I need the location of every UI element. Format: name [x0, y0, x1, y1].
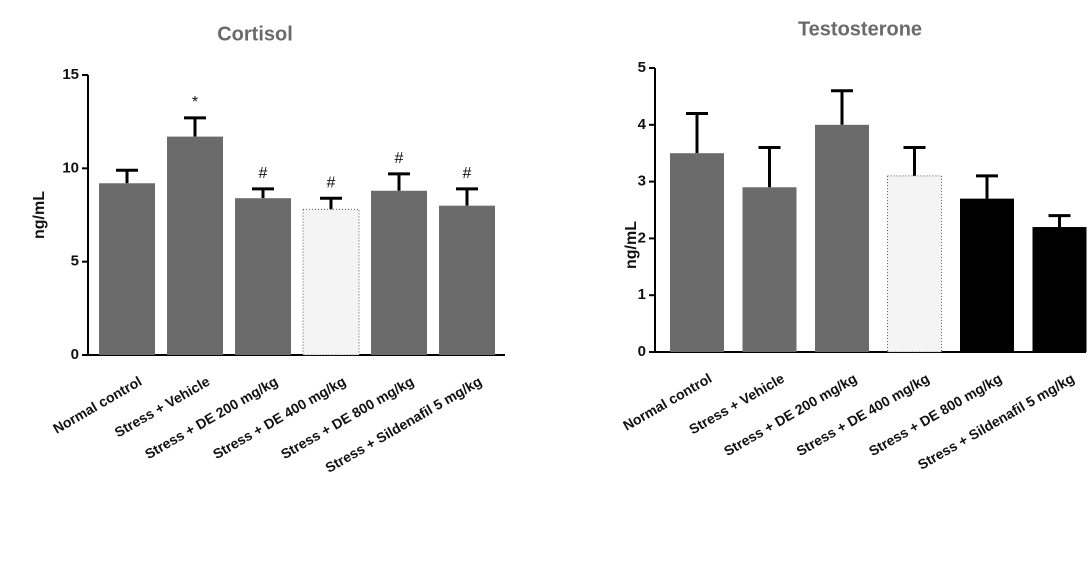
chart-title: Cortisol: [217, 23, 293, 45]
bar: [439, 206, 495, 355]
y-tick-label: 4: [638, 116, 647, 133]
y-tick-label: 0: [638, 343, 646, 360]
bar: [743, 187, 797, 352]
y-tick-label: 15: [62, 66, 79, 83]
significance-mark: #: [463, 165, 472, 182]
y-tick-label: 10: [62, 159, 79, 176]
chart-title: Testosterone: [798, 18, 922, 40]
significance-mark: #: [395, 150, 404, 167]
bar: [371, 191, 427, 355]
bar: [888, 176, 942, 352]
figure: Cortisolng/mL051015Normal control*Stress…: [0, 0, 1088, 570]
x-tick-label: Stress + DE 400 mg/kg: [793, 370, 931, 459]
bar: [99, 183, 155, 355]
bar: [1033, 227, 1087, 352]
y-tick-label: 0: [71, 346, 79, 363]
y-tick-label: 5: [71, 253, 79, 270]
y-tick-label: 2: [638, 229, 646, 246]
significance-mark: #: [327, 174, 336, 191]
bar: [303, 209, 359, 355]
significance-mark: #: [259, 165, 268, 182]
x-tick-label: Stress + DE 800 mg/kg: [866, 370, 1004, 459]
bar: [960, 199, 1014, 352]
significance-mark: *: [192, 94, 198, 111]
y-tick-label: 5: [638, 59, 646, 76]
x-tick-label: Stress + DE 200 mg/kg: [721, 370, 859, 459]
bar: [235, 198, 291, 355]
y-tick-label: 3: [638, 173, 646, 190]
bar: [670, 153, 724, 352]
y-tick-label: 1: [638, 286, 646, 303]
y-axis-label: ng/mL: [31, 191, 48, 239]
bar: [167, 137, 223, 355]
bar: [815, 125, 869, 352]
